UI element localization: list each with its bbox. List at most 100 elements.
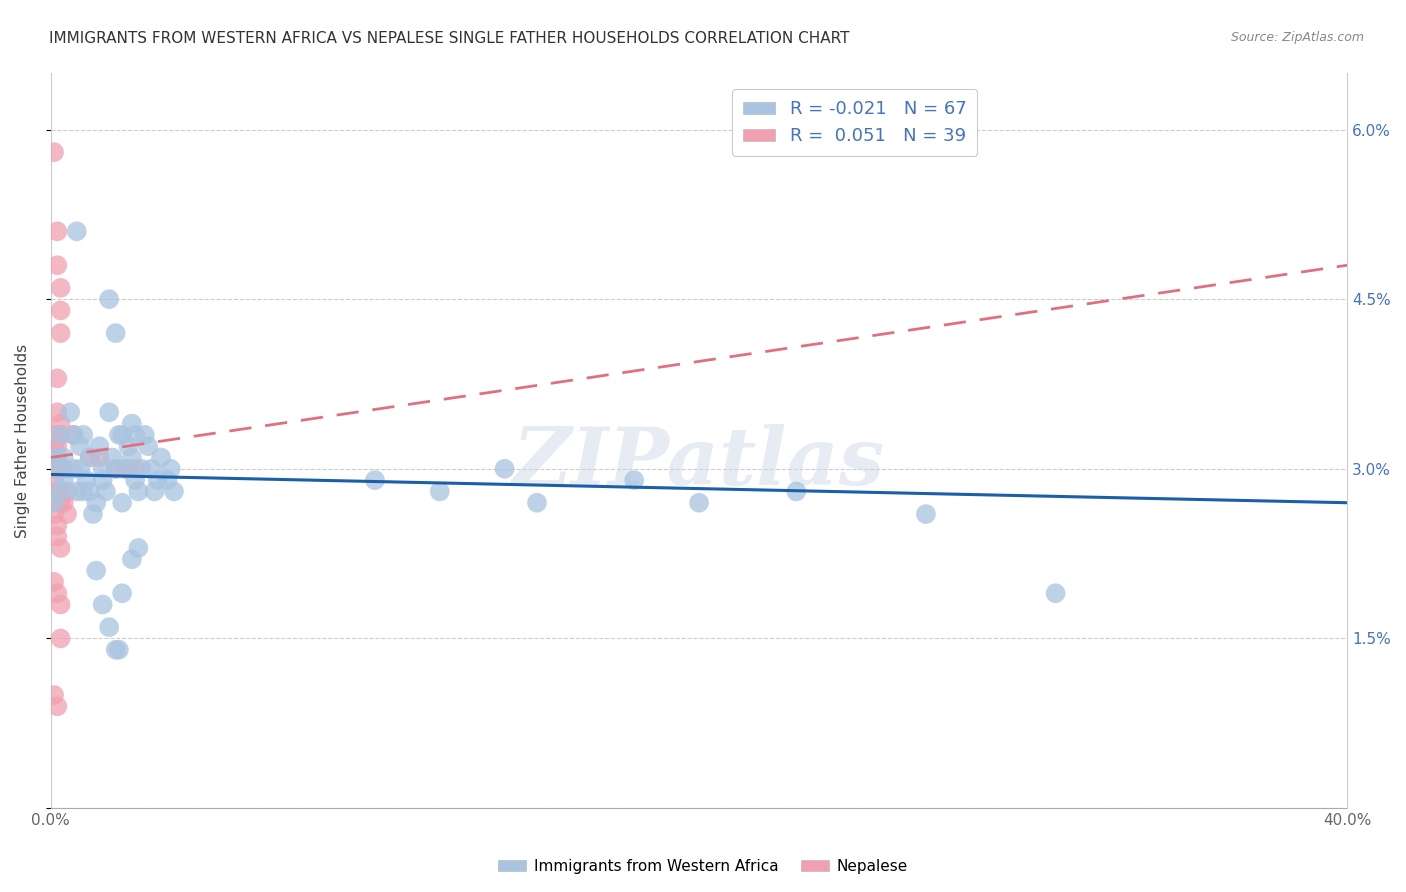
Point [49, 462, 72, 476]
Point [49, 417, 72, 431]
Point [79, 450, 101, 465]
Y-axis label: Single Father Households: Single Father Households [15, 343, 30, 538]
Point [49, 496, 72, 510]
Point [49, 281, 72, 295]
Point [104, 462, 127, 476]
Point [1045, 586, 1067, 600]
Point [52, 450, 75, 465]
Point [141, 462, 163, 476]
Point [94, 484, 117, 499]
Point [98, 620, 121, 634]
Point [79, 450, 101, 465]
Point [46, 450, 69, 465]
Point [42, 473, 65, 487]
Point [124, 428, 146, 442]
Point [131, 462, 153, 476]
Point [72, 428, 94, 442]
Point [49, 428, 72, 442]
Point [111, 496, 134, 510]
Point [89, 439, 111, 453]
Point [91, 462, 114, 476]
Point [59, 405, 82, 419]
Point [52, 462, 75, 476]
Point [117, 439, 139, 453]
Point [52, 473, 75, 487]
Point [915, 507, 938, 521]
Point [89, 450, 111, 465]
Point [49, 428, 72, 442]
Point [91, 598, 114, 612]
Point [688, 496, 710, 510]
Point [114, 462, 136, 476]
Point [104, 326, 127, 340]
Point [49, 303, 72, 318]
Point [46, 224, 69, 238]
Point [134, 428, 156, 442]
Point [46, 699, 69, 714]
Point [49, 462, 72, 476]
Point [46, 518, 69, 533]
Point [124, 462, 146, 476]
Point [127, 484, 149, 499]
Point [46, 371, 69, 385]
Point [52, 496, 75, 510]
Point [623, 473, 645, 487]
Point [111, 428, 134, 442]
Point [121, 450, 143, 465]
Point [49, 484, 72, 499]
Point [42, 688, 65, 702]
Point [42, 574, 65, 589]
Point [72, 484, 94, 499]
Point [101, 450, 124, 465]
Point [46, 586, 69, 600]
Point [66, 224, 89, 238]
Point [150, 450, 173, 465]
Point [429, 484, 451, 499]
Point [146, 473, 169, 487]
Point [785, 484, 807, 499]
Point [56, 507, 79, 521]
Point [159, 462, 181, 476]
Point [364, 473, 387, 487]
Text: IMMIGRANTS FROM WESTERN AFRICA VS NEPALESE SINGLE FATHER HOUSEHOLDS CORRELATION : IMMIGRANTS FROM WESTERN AFRICA VS NEPALE… [49, 31, 849, 46]
Point [46, 530, 69, 544]
Point [46, 428, 69, 442]
Point [56, 484, 79, 499]
Point [49, 632, 72, 646]
Point [42, 496, 65, 510]
Point [42, 439, 65, 453]
Text: ZIPatlas: ZIPatlas [513, 424, 886, 501]
Point [46, 439, 69, 453]
Point [49, 541, 72, 555]
Point [42, 507, 65, 521]
Point [62, 428, 84, 442]
Point [46, 484, 69, 499]
Point [121, 417, 143, 431]
Point [163, 484, 186, 499]
Point [62, 428, 84, 442]
Point [76, 473, 98, 487]
Point [127, 541, 149, 555]
Point [91, 473, 114, 487]
Point [143, 484, 166, 499]
Point [46, 405, 69, 419]
Point [69, 462, 91, 476]
Point [124, 473, 146, 487]
Legend: R = -0.021   N = 67, R =  0.051   N = 39: R = -0.021 N = 67, R = 0.051 N = 39 [733, 89, 977, 156]
Point [104, 462, 127, 476]
Point [494, 462, 516, 476]
Point [104, 642, 127, 657]
Point [42, 462, 65, 476]
Point [46, 450, 69, 465]
Point [98, 292, 121, 306]
Point [49, 326, 72, 340]
Legend: Immigrants from Western Africa, Nepalese: Immigrants from Western Africa, Nepalese [492, 853, 914, 880]
Point [79, 484, 101, 499]
Point [156, 473, 179, 487]
Point [82, 507, 104, 521]
Point [62, 462, 84, 476]
Text: Source: ZipAtlas.com: Source: ZipAtlas.com [1230, 31, 1364, 45]
Point [49, 598, 72, 612]
Point [108, 428, 131, 442]
Point [42, 145, 65, 160]
